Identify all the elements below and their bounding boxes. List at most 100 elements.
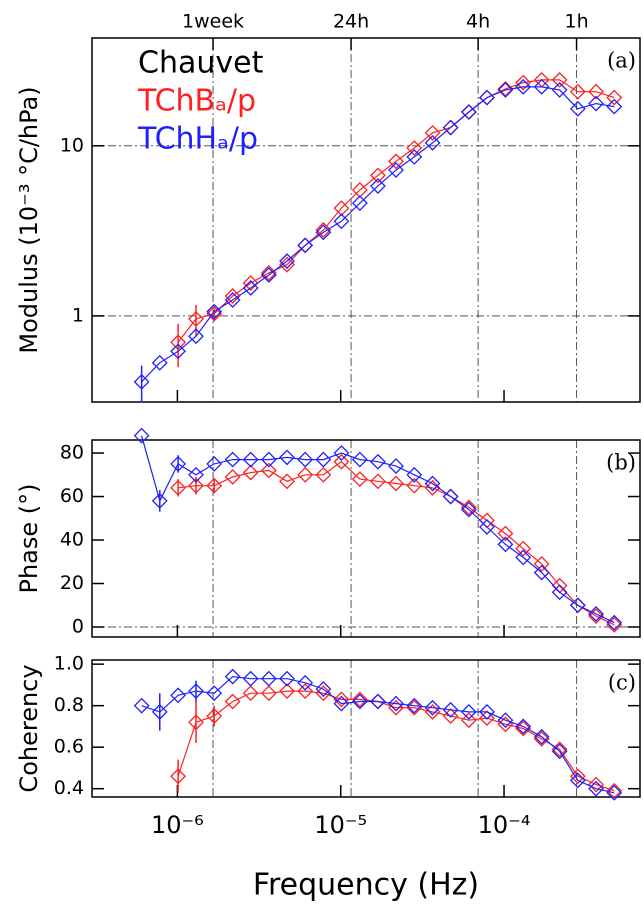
marker [351,471,368,488]
marker [588,776,604,793]
marker [533,728,550,745]
x2-tick-label: 24h [333,11,369,33]
marker [533,71,550,88]
marker [188,328,204,345]
marker [497,712,514,729]
marker [206,477,223,494]
marker [170,687,187,704]
marker [297,451,314,468]
marker [515,549,532,566]
marker [260,451,277,468]
y-tick-label: 60 [60,485,84,507]
marker [224,469,241,485]
marker [242,685,259,702]
marker [406,699,423,716]
marker [351,195,368,212]
panel-label: (a) [607,49,636,73]
marker [260,264,277,281]
marker [424,475,441,492]
legend-entry: TChBₐ/p [137,84,256,119]
marker [370,178,386,194]
marker [370,473,386,490]
panel-label: (c) [608,671,636,695]
marker [388,475,404,492]
marker [569,83,586,100]
marker [315,224,332,241]
marker [260,685,277,702]
marker [606,616,623,633]
marker [333,200,350,217]
marker [224,668,241,685]
series-line [178,460,615,626]
marker [479,710,495,727]
marker [533,730,550,747]
marker [351,691,368,708]
x-tick-label: 10⁻⁴ [478,811,531,839]
marker [297,466,314,483]
marker [224,292,241,308]
marker [206,455,223,472]
plot-frame [91,37,641,403]
marker [551,584,568,601]
marker [133,697,150,714]
marker [515,720,532,737]
marker [151,354,168,371]
x2-tick-label: 4h [466,11,490,33]
marker [569,597,586,614]
marker [533,78,550,95]
marker [188,477,204,494]
marker [569,772,586,789]
marker [170,479,187,496]
marker [424,699,441,716]
marker [206,685,223,702]
x-tick-label: 10⁻⁵ [314,811,367,839]
marker [388,162,404,178]
marker [206,305,223,322]
marker [515,78,532,95]
marker [515,718,532,735]
marker [442,488,459,505]
marker [279,670,295,687]
marker [606,782,623,799]
marker [206,708,223,724]
marker [388,695,404,712]
x-axis-label: Frequency (Hz) [253,868,479,903]
marker [224,693,241,710]
marker [606,98,623,115]
marker [442,119,459,136]
plot-frame [91,659,641,798]
marker [370,167,386,184]
y-tick-label: 0.6 [54,736,84,758]
y-tick-label: 40 [60,529,84,551]
marker [497,536,514,553]
marker [588,83,604,100]
panel-label: (b) [606,451,636,475]
marker [370,453,386,470]
marker [460,712,477,729]
y-axis-label: Modulus (10⁻³ °C/hPa) [15,86,43,353]
y-tick-label: 0 [72,615,84,637]
marker [406,477,423,494]
marker [533,564,550,581]
marker [224,451,241,468]
marker [333,213,350,230]
marker [170,343,187,360]
marker [460,104,477,120]
marker [388,458,404,475]
marker [351,693,368,710]
marker [370,693,386,710]
series-line [177,79,615,343]
y-tick-label: 10 [60,134,84,156]
marker [260,462,277,479]
marker [551,81,568,98]
marker [333,691,350,708]
marker [151,703,168,720]
marker [315,466,332,483]
marker [588,606,604,622]
marker [297,683,314,700]
marker [479,703,495,720]
marker [606,614,623,631]
marker [460,703,477,720]
series-line [141,675,615,794]
